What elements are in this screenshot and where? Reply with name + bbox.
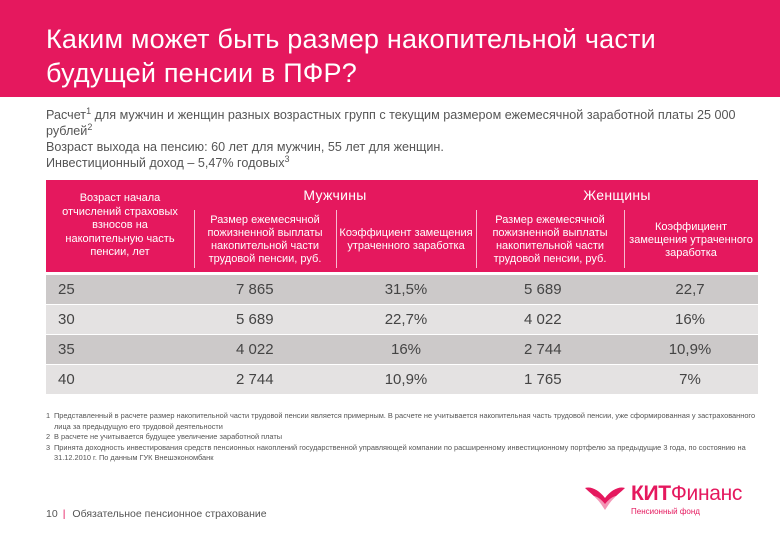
footnote: 2 В расчете не учитывается будущее увели… [46, 432, 758, 443]
page-title: Каким может быть размер накопительной ча… [46, 24, 656, 88]
intro-line-2: Возраст выхода на пенсию: 60 лет для муж… [46, 140, 444, 154]
women-payment-cell: 1 765 [524, 371, 562, 388]
footnote-ref-1: 1 [86, 106, 92, 116]
footnote: 3 Принята доходность инвестирования сред… [46, 443, 758, 464]
whale-tail-icon [585, 487, 625, 511]
logo-subtitle: Пенсионный фонд [631, 507, 700, 516]
women-ratio-cell: 10,9% [668, 341, 712, 358]
header-divider [476, 210, 477, 268]
footnote-number: 1 [46, 411, 51, 420]
logo-wordmark-bold: КИТ [631, 482, 671, 505]
header-divider [194, 210, 195, 268]
logo-wordmark: КИТФинанс [631, 482, 742, 506]
footnote-text: Представленный в расчете размер накопите… [54, 411, 756, 431]
title-banner: Каким может быть размер накопительной ча… [0, 0, 780, 97]
header-divider [624, 210, 625, 268]
women-ratio-cell: 16% [674, 311, 706, 328]
footer-separator: | [62, 508, 66, 520]
age-cell: 25 [58, 281, 75, 298]
footnote-ref-3: 3 [284, 154, 290, 164]
women-ratio-cell: 22,7 [675, 281, 705, 298]
age-cell: 35 [58, 341, 75, 358]
intro-line-3-text: Инвестиционный доход – 5,47% годовых [46, 156, 285, 170]
footnote-text: Принята доходность инвестирования средст… [54, 442, 746, 463]
men-payment-cell: 5 689 [236, 311, 274, 328]
table-row: 30 5 689 22,7% 4 022 16% [46, 304, 758, 334]
men-payment-cell: 7 865 [236, 281, 274, 298]
footnote-text: В расчете не учитывается будущее увеличе… [54, 432, 283, 442]
footnote-number: 3 [46, 442, 51, 452]
table-row: 25 7 865 31,5% 5 689 22,7 [46, 272, 758, 304]
intro-line-1: Расчет1 для мужчин и женщин разных возра… [46, 107, 746, 139]
intro-line-1-rest: для мужчин и женщин разных возрастных гр… [46, 108, 736, 138]
women-payment-header: Размер ежемесячной пожизненной выплаты н… [492, 214, 608, 265]
women-payment-cell: 5 689 [524, 281, 562, 298]
men-ratio-header: Коэффициент замещения утраченного зарабо… [339, 227, 473, 252]
table-row: 40 2 744 10,9% 1 765 7% [46, 364, 758, 394]
men-group-header: Мужчины [303, 187, 367, 203]
age-column-header: Возраст начала отчислений страховых взно… [62, 192, 178, 259]
men-payment-cell: 2 744 [236, 371, 274, 388]
men-payment-header: Размер ежемесячной пожизненной выплаты н… [207, 214, 323, 265]
women-payment-cell: 4 022 [524, 311, 562, 328]
footnote-ref-2: 2 [87, 122, 93, 132]
intro-text: Расчет1 для мужчин и женщин разных возра… [46, 107, 746, 171]
logo-wordmark-light: Финанс [670, 482, 743, 505]
men-ratio-cell: 31,5% [384, 281, 428, 298]
pension-table: Возраст начала отчислений страховых взно… [46, 180, 758, 394]
women-ratio-header: Коэффициент замещения утраченного зарабо… [629, 220, 753, 259]
women-payment-cell: 2 744 [524, 341, 562, 358]
men-ratio-cell: 10,9% [384, 371, 428, 388]
page-footer: 10 | Обязательное пенсионное страхование [46, 508, 267, 520]
page-number: 10 [46, 508, 58, 520]
intro-line-3: Инвестиционный доход – 5,47% годовых3 [46, 155, 746, 171]
men-payment-cell: 4 022 [236, 341, 274, 358]
footer-text: Обязательное пенсионное страхование [72, 508, 267, 520]
table-header: Возраст начала отчислений страховых взно… [46, 180, 758, 272]
header-divider [336, 210, 337, 268]
company-logo: КИТФинанс Пенсионный фонд [583, 480, 753, 520]
footnotes: 1 Представленный в расчете размер накопи… [46, 411, 758, 464]
footnote-number: 2 [46, 432, 51, 442]
intro-line-1-start: Расчет [46, 108, 87, 122]
men-ratio-cell: 22,7% [384, 311, 428, 328]
age-cell: 30 [58, 311, 75, 328]
table-row: 35 4 022 16% 2 744 10,9% [46, 334, 758, 364]
age-cell: 40 [58, 371, 75, 388]
women-ratio-cell: 7% [679, 371, 701, 388]
men-ratio-cell: 16% [390, 341, 422, 358]
footnote: 1 Представленный в расчете размер накопи… [46, 411, 758, 432]
women-group-header: Женщины [583, 187, 651, 203]
